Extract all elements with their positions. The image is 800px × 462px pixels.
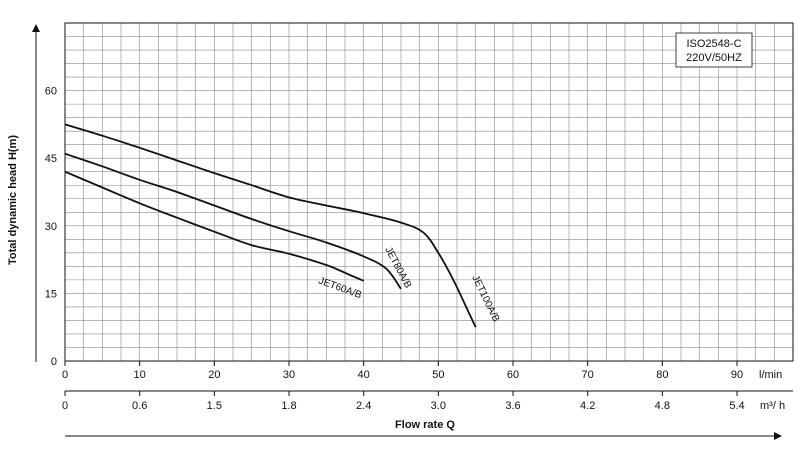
y-tick-label: 60	[45, 86, 57, 98]
x-tick-label-lmin: 20	[208, 369, 220, 381]
x-tick-label-lmin: 80	[656, 369, 668, 381]
x-tick-label-m3h: 1.5	[207, 400, 222, 412]
x-tick-label-lmin: 30	[283, 369, 295, 381]
x-tick-label-lmin: 70	[582, 369, 594, 381]
x-tick-label-lmin: 0	[62, 369, 68, 381]
x-unit-m3h: m³/ h	[760, 400, 785, 412]
curve-label-jet100: JET100A/B	[469, 273, 501, 324]
x-tick-label-lmin: 90	[731, 369, 743, 381]
x-tick-label-m3h: 0.6	[132, 400, 147, 412]
x-tick-label-m3h: 4.8	[655, 400, 670, 412]
note-line-1: ISO2548-C	[686, 38, 741, 50]
x-tick-label-lmin: 60	[507, 369, 519, 381]
x-ticks-lmin: 0 10 20 30 40 50 60 70 80 90	[62, 361, 743, 381]
series-line-3	[64, 123, 477, 328]
series-line-1	[64, 170, 365, 282]
x-ticks-m3h: 0 0.6 1.5 1.8 2.4 3.0 3.6 4.2 4.8 5.4	[62, 391, 745, 412]
y-tick-label: 15	[45, 288, 57, 300]
x-tick-label-m3h: 4.2	[580, 400, 595, 412]
series-line-2	[64, 152, 402, 290]
x-tick-label-lmin: 40	[358, 369, 370, 381]
x-tick-label-lmin: 10	[134, 369, 146, 381]
chart-grid	[64, 22, 794, 362]
note-box	[675, 32, 753, 68]
note-line-2: 220V/50HZ	[686, 52, 742, 64]
y-axis-title: Total dynamic head H(m)	[7, 135, 19, 265]
y-tick-label: 45	[45, 153, 57, 165]
x-tick-label-m3h: 1.8	[281, 400, 296, 412]
x-tick-label-m3h: 5.4	[729, 400, 744, 412]
x-tick-label-lmin: 50	[432, 369, 444, 381]
x-axis-title: Flow rate Q	[395, 419, 455, 431]
x-unit-lmin: l/min	[759, 369, 782, 381]
y-tick-labels: 0 15 30 45 60	[45, 86, 57, 368]
y-tick-label: 0	[51, 356, 57, 368]
plot-frame	[64, 22, 794, 362]
x-tick-label-m3h: 3.0	[431, 400, 446, 412]
pump-curves	[64, 123, 477, 328]
x-tick-label-m3h: 0	[62, 400, 68, 412]
y-tick-label: 30	[45, 221, 57, 233]
x-tick-label-m3h: 3.6	[505, 400, 520, 412]
x-tick-label-m3h: 2.4	[356, 400, 371, 412]
curve-label-jet60: JET60A/B	[317, 275, 363, 301]
